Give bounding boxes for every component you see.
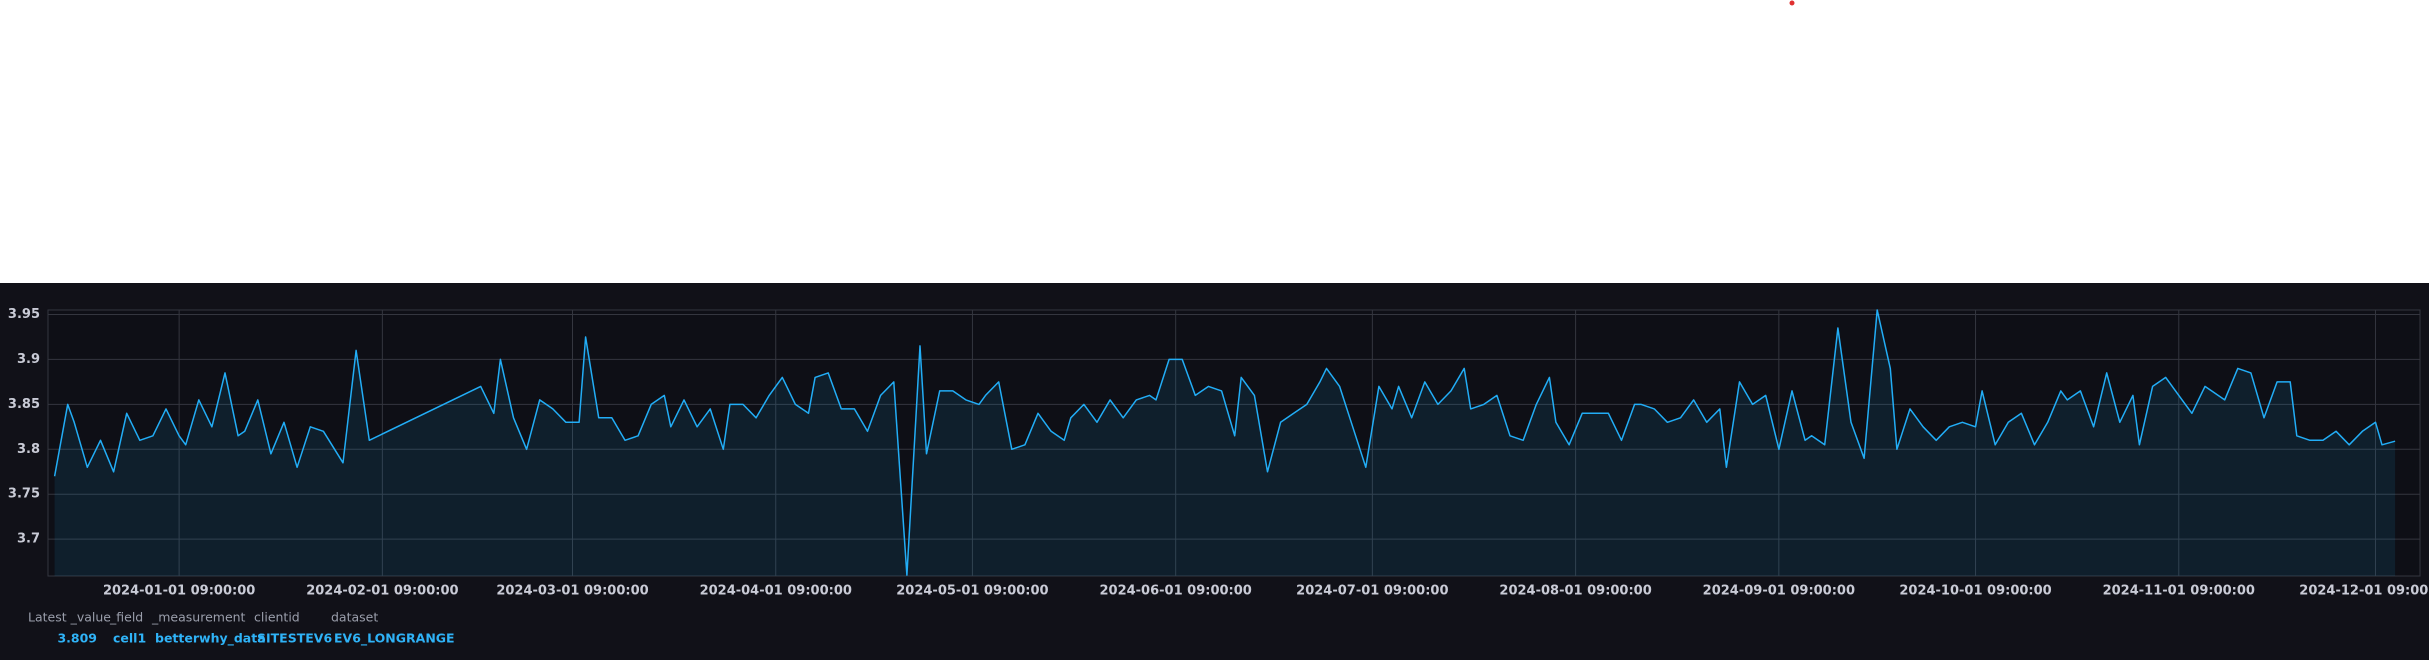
legend-header: clientid xyxy=(254,610,300,625)
x-tick-label: 2024-03-01 09:00:00 xyxy=(496,584,648,599)
y-tick-label: 3.75 xyxy=(8,487,40,502)
x-tick-label: 2024-04-01 09:00:00 xyxy=(700,584,852,599)
y-tick-label: 3.7 xyxy=(17,532,40,547)
line xyxy=(53,309,2396,576)
x-tick-label: 2024-10-01 09:00:00 xyxy=(1899,584,2051,599)
plot-area xyxy=(47,309,2421,577)
series xyxy=(53,309,2396,576)
x-tick-label: 2024-01-01 09:00:00 xyxy=(103,584,255,599)
legend-value: 3.809 xyxy=(57,631,97,646)
legend-header: _measurement xyxy=(151,610,246,625)
x-tick-label: 2024-05-01 09:00:00 xyxy=(896,584,1048,599)
y-tick-label: 3.95 xyxy=(8,307,40,322)
x-tick-label: 2024-08-01 09:00:00 xyxy=(1499,584,1651,599)
x-tick-label: 2024-06-01 09:00:00 xyxy=(1099,584,1251,599)
legend-header: dataset xyxy=(331,610,378,625)
x-tick-label: 2024-11-01 09:00:00 xyxy=(2103,584,2255,599)
axis-labels: 3.7 3.75 3.8 3.85 3.9 3.95 2024-01-01 09:00:00… xyxy=(8,307,2429,599)
legend-value: betterwhy_data xyxy=(155,631,266,647)
x-tick-label: 2024-02-01 09:00:00 xyxy=(306,584,458,599)
legend-value: EV6_LONGRANGE xyxy=(334,631,455,647)
y-tick-label: 3.85 xyxy=(8,397,40,412)
y-tick-label: 3.8 xyxy=(17,442,40,457)
legend-header: Latest _value xyxy=(28,610,111,625)
empty-area xyxy=(0,0,2429,283)
grid xyxy=(48,310,2420,576)
area-fill xyxy=(54,310,2396,576)
legend-value: SITESTEV6 xyxy=(257,631,332,646)
x-tick-label: 2024-12-01 09:00:00 xyxy=(2299,584,2429,599)
x-tick-label: 2024-07-01 09:00:00 xyxy=(1296,584,1448,599)
legend-table: Latest _value _field _measurement clientid d… xyxy=(28,610,455,647)
legend-header: _field xyxy=(109,610,143,625)
indicator-dot xyxy=(1789,0,1795,6)
x-tick-label: 2024-09-01 09:00:00 xyxy=(1703,584,1855,599)
legend-value: cell1 xyxy=(113,631,146,646)
y-tick-label: 3.9 xyxy=(17,352,40,367)
